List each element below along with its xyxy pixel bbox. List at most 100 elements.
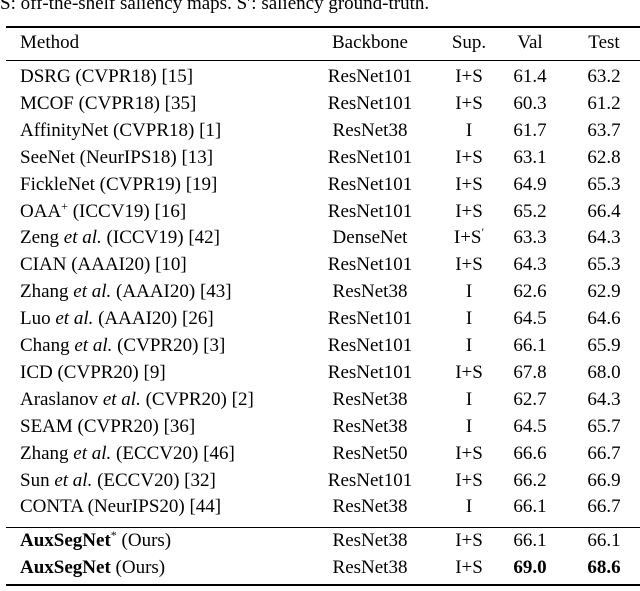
sup-text: I+S <box>455 442 483 464</box>
val-cell: 62.6 <box>513 281 547 303</box>
method-cell: Zeng et al. (ICCV19) [42] <box>20 227 220 249</box>
method-et-al: et al. <box>63 227 102 249</box>
method-superscript: * <box>110 528 117 542</box>
val-cell: 64.3 <box>513 254 547 276</box>
method-et-al: et al. <box>102 388 141 410</box>
test-cell: 68.6 <box>587 557 621 578</box>
sup-text: I <box>465 388 473 410</box>
val-cell: 66.6 <box>513 442 547 464</box>
header-backbone: Backbone <box>332 32 408 53</box>
header-method: Method <box>20 32 80 53</box>
method-name: Zeng <box>20 227 60 249</box>
backbone-cell: ResNet101 <box>327 308 413 330</box>
sup-cell: I <box>466 389 472 411</box>
backbone-cell: ResNet101 <box>327 335 413 356</box>
method-name: SEAM (CVPR20) [36] <box>20 415 196 437</box>
method-name: AuxSegNet <box>20 557 111 578</box>
method-rest: (AAAI20) [26] <box>98 308 214 330</box>
method-et-al: et al. <box>73 281 112 303</box>
sup-cell: I+S <box>455 93 483 115</box>
method-rest: (Ours) <box>121 530 172 551</box>
sup-cell: I+S <box>455 443 483 465</box>
method-name: Chang <box>20 335 70 356</box>
method-name: DSRG (CVPR18) [15] <box>20 66 194 87</box>
sup-text: I+S <box>455 200 483 222</box>
sup-text: I <box>465 119 473 141</box>
method-cell: SEAM (CVPR20) [36] <box>20 416 195 438</box>
method-name: CONTA (NeurIPS20) [44] <box>20 496 222 518</box>
sup-text: I+S <box>455 173 483 195</box>
test-cell: 62.9 <box>587 281 621 303</box>
test-cell: 66.4 <box>587 200 621 222</box>
val-cell: 60.3 <box>513 92 547 114</box>
val-cell: 62.7 <box>513 388 547 410</box>
backbone-cell: DenseNet <box>332 227 408 249</box>
method-et-al: et al. <box>74 335 113 356</box>
backbone-cell: ResNet101 <box>327 66 413 87</box>
sup-cell: I+S′ <box>453 225 485 249</box>
method-rest: (CVPR20) [3] <box>117 335 226 356</box>
method-et-al: et al. <box>55 308 94 330</box>
bottom-rule <box>6 584 640 586</box>
test-cell: 64.3 <box>587 388 621 410</box>
method-cell: AffinityNet (CVPR18) [1] <box>20 120 221 142</box>
method-et-al: et al. <box>73 442 112 464</box>
sup-cell: I <box>466 120 472 142</box>
val-cell: 61.7 <box>513 119 547 141</box>
method-cell: ICD (CVPR20) [9] <box>20 362 166 384</box>
backbone-cell: ResNet38 <box>332 530 408 551</box>
backbone-cell: ResNet38 <box>332 281 408 303</box>
method-cell: SeeNet (NeurIPS18) [13] <box>20 147 213 169</box>
sup-cell: I+S <box>455 254 483 276</box>
method-cell: Luo et al. (AAAI20) [26] <box>20 308 214 330</box>
backbone-cell: ResNet38 <box>332 388 408 410</box>
backbone-cell: ResNet38 <box>332 119 408 141</box>
val-cell: 66.1 <box>513 496 547 518</box>
backbone-cell: ResNet50 <box>332 442 408 464</box>
method-rest: (ECCV20) [32] <box>97 469 216 491</box>
val-cell: 65.2 <box>513 200 547 222</box>
test-cell: 66.7 <box>587 442 621 464</box>
test-cell: 66.1 <box>587 530 621 551</box>
val-cell: 63.1 <box>513 146 547 168</box>
backbone-cell: ResNet101 <box>327 173 413 195</box>
backbone-cell: ResNet38 <box>332 415 408 437</box>
sup-cell: I+S <box>455 174 483 196</box>
backbone-cell: ResNet101 <box>327 361 413 383</box>
method-name: ICD (CVPR20) [9] <box>20 361 166 383</box>
sup-cell: I <box>466 496 472 518</box>
test-cell: 62.8 <box>587 146 621 168</box>
sup-text: I+S <box>453 227 482 249</box>
test-cell: 66.9 <box>587 469 621 491</box>
method-name: SeeNet (NeurIPS18) [13] <box>20 146 214 168</box>
sup-text: I+S <box>455 92 483 114</box>
test-cell: 63.7 <box>587 119 621 141</box>
test-cell: 65.3 <box>587 173 621 195</box>
method-superscript: + <box>61 198 68 213</box>
sup-cell: I <box>466 416 472 438</box>
sup-text: I+S <box>455 469 483 491</box>
header-sup: Sup. <box>451 32 487 53</box>
method-name: Araslanov <box>20 388 99 410</box>
method-cell: CIAN (AAAI20) [10] <box>20 254 187 276</box>
sup-text: I+S <box>455 557 483 578</box>
val-cell: 66.2 <box>513 469 547 491</box>
method-rest: (ICCV19) [42] <box>106 227 220 249</box>
header-val: Val <box>517 32 543 53</box>
test-cell: 65.7 <box>587 415 621 437</box>
sup-text: I <box>465 308 473 330</box>
sup-text: I <box>465 415 473 437</box>
method-cell: DSRG (CVPR18) [15] <box>20 66 193 88</box>
caption: S: off-the-shelf saliency maps. S′: sali… <box>0 0 430 14</box>
test-cell: 63.2 <box>587 66 621 87</box>
sup-text: I+S <box>455 66 483 87</box>
sup-cell: I <box>466 335 472 357</box>
val-cell: 66.1 <box>513 335 547 356</box>
test-cell: 65.9 <box>587 335 621 356</box>
val-cell: 64.5 <box>513 308 547 330</box>
sup-cell: I+S <box>455 66 483 88</box>
backbone-cell: ResNet101 <box>327 146 413 168</box>
test-cell: 64.3 <box>587 227 621 249</box>
sup-mark: ′ <box>481 225 485 240</box>
